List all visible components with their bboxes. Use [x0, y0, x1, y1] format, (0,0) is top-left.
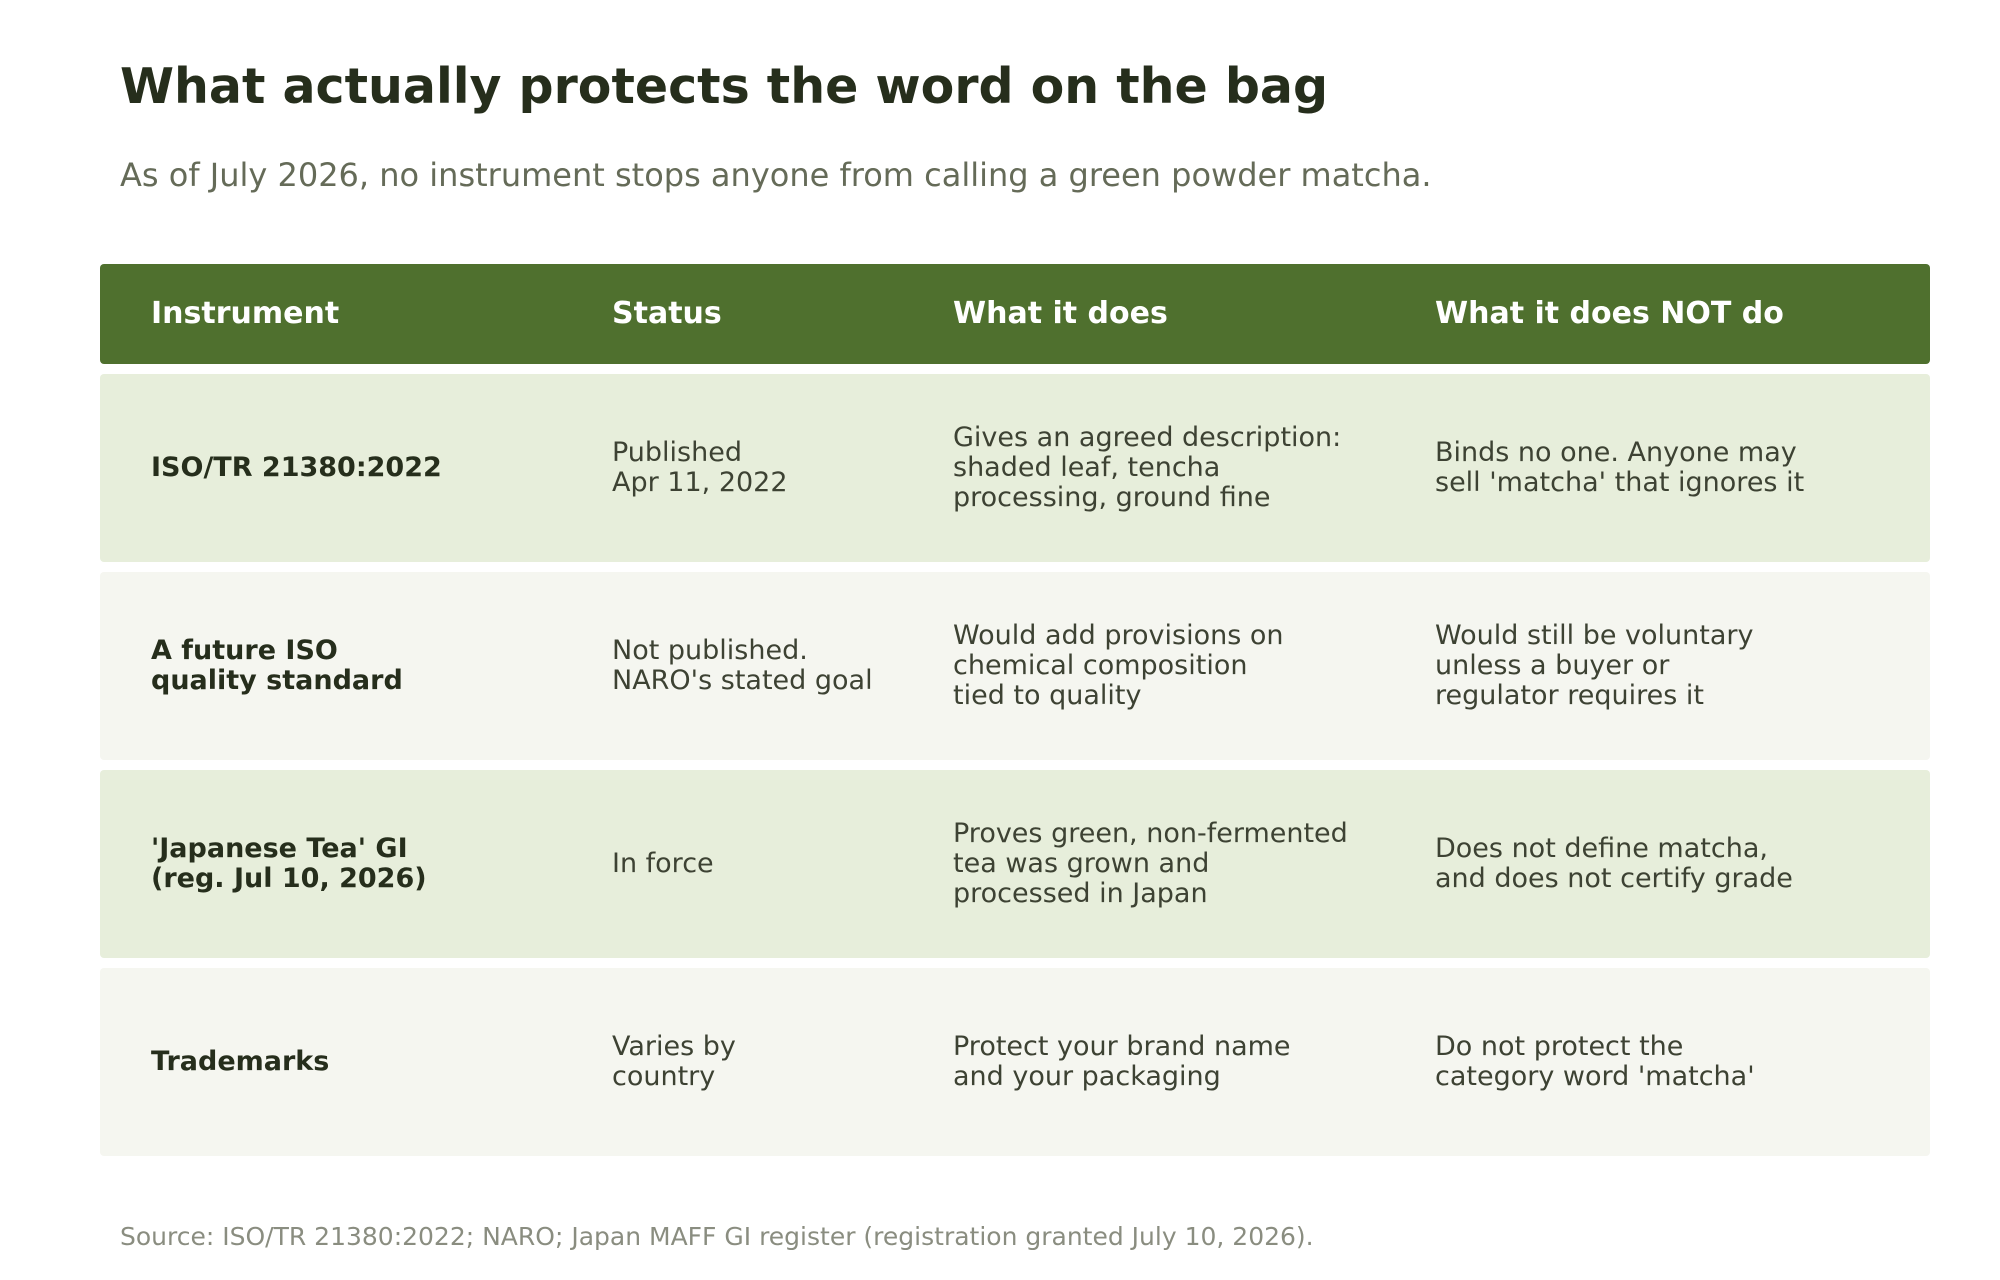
header-instrument: Instrument — [151, 296, 340, 331]
table-header: Instrument Status What it does What it d… — [100, 264, 1930, 364]
table-row: A future ISO quality standard Not publis… — [100, 572, 1930, 760]
header-status: Status — [612, 296, 722, 331]
instrument-cell: Trademarks — [151, 1046, 330, 1077]
header-what-it-does-not-do: What it does NOT do — [1435, 296, 1784, 331]
status-cell: In force — [612, 848, 714, 879]
does-cell: Gives an agreed description: shaded leaf… — [953, 422, 1342, 513]
header-what-it-does: What it does — [953, 296, 1168, 331]
does-not-cell: Do not protect the category word 'matcha… — [1435, 1031, 1755, 1092]
instrument-cell: ISO/TR 21380:2022 — [151, 452, 442, 483]
does-not-cell: Would still be voluntary unless a buyer … — [1435, 620, 1754, 711]
page-title: What actually protects the word on the b… — [120, 58, 1329, 115]
table-row: 'Japanese Tea' GI (reg. Jul 10, 2026) In… — [100, 770, 1930, 958]
source-note: Source: ISO/TR 21380:2022; NARO; Japan M… — [120, 1222, 1314, 1251]
table-row: Trademarks Varies by country Protect you… — [100, 968, 1930, 1156]
status-cell: Not published. NARO's stated goal — [612, 635, 873, 696]
page-subtitle: As of July 2026, no instrument stops any… — [120, 156, 1432, 194]
does-cell: Proves green, non-fermented tea was grow… — [953, 818, 1348, 909]
does-cell: Protect your brand name and your packagi… — [953, 1031, 1291, 1092]
does-not-cell: Does not define matcha, and does not cer… — [1435, 833, 1793, 894]
status-cell: Published Apr 11, 2022 — [612, 437, 788, 498]
status-cell: Varies by country — [612, 1031, 736, 1092]
does-cell: Would add provisions on chemical composi… — [953, 620, 1284, 711]
instrument-cell: 'Japanese Tea' GI (reg. Jul 10, 2026) — [151, 833, 427, 894]
instruments-table: Instrument Status What it does What it d… — [100, 264, 1930, 1156]
instrument-cell: A future ISO quality standard — [151, 635, 403, 696]
table-row: ISO/TR 21380:2022 Published Apr 11, 2022… — [100, 374, 1930, 562]
does-not-cell: Binds no one. Anyone may sell 'matcha' t… — [1435, 437, 1805, 498]
